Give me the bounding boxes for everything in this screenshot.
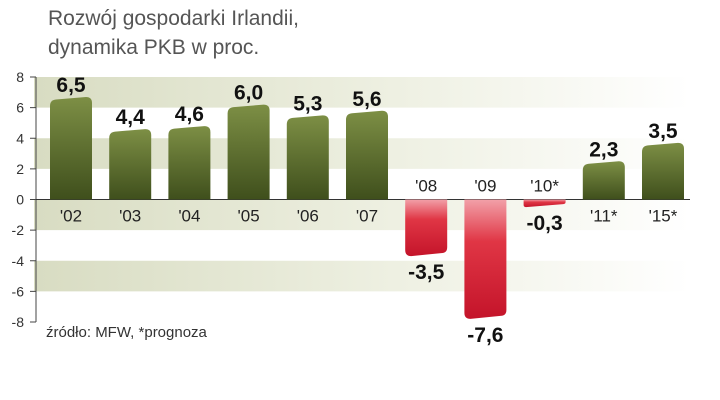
category-label: '06	[297, 207, 319, 226]
category-label: '08	[415, 177, 437, 196]
bar	[523, 199, 566, 208]
bar	[405, 199, 448, 257]
y-tick-label: -4	[12, 253, 25, 269]
y-tick-label: -6	[12, 283, 25, 299]
bar	[346, 110, 388, 200]
value-label: 4,6	[175, 103, 204, 126]
source-note: źródło: MFW, *prognoza	[46, 324, 207, 341]
category-label: '07	[356, 207, 378, 226]
bar	[109, 129, 152, 200]
value-label: -0,3	[527, 212, 563, 235]
value-label: 6,0	[234, 82, 263, 105]
value-label: 6,5	[56, 74, 86, 97]
y-tick-label: -8	[12, 314, 25, 330]
category-label: '10*	[530, 177, 559, 196]
value-label: 5,3	[293, 92, 322, 115]
y-tick-label: 4	[16, 130, 24, 146]
category-label: '11*	[590, 207, 618, 226]
value-label: -3,5	[408, 261, 445, 284]
bar	[464, 199, 507, 319]
background-band	[34, 77, 690, 108]
value-label: 2,3	[589, 138, 618, 161]
bar	[642, 142, 684, 200]
y-tick-label: 6	[16, 100, 24, 116]
value-label: 3,5	[648, 120, 678, 143]
value-label: 4,4	[116, 106, 146, 129]
background-band	[34, 199, 690, 231]
bars	[50, 96, 684, 319]
y-tick-label: -2	[12, 222, 25, 238]
bar	[227, 104, 270, 200]
y-tick-label: 2	[16, 161, 24, 177]
category-label: '05	[238, 207, 260, 226]
background-bands	[34, 77, 690, 292]
bar	[168, 126, 211, 200]
category-label: '03	[119, 207, 141, 226]
category-label: '09	[474, 177, 496, 196]
category-label: '15*	[649, 207, 678, 226]
background-band	[34, 260, 690, 292]
y-tick-label: 0	[16, 192, 24, 208]
chart-title: Rozwój gospodarki Irlandii, dynamika PKB…	[48, 4, 299, 62]
chart-title-line-1: Rozwój gospodarki Irlandii,	[48, 7, 299, 30]
value-label: 5,6	[352, 88, 381, 111]
y-axis: 8 6 4 2 0 -2 -4 -6 -8	[12, 69, 690, 330]
category-label: '04	[178, 207, 200, 226]
bar	[50, 96, 92, 200]
chart-title-line-2: dynamika PKB w proc.	[48, 36, 260, 59]
bar	[582, 161, 625, 200]
bar	[286, 115, 329, 200]
value-label: -7,6	[467, 324, 503, 347]
y-tick-label: 8	[16, 69, 24, 85]
labels: 6,5 '02 4,4 '03 4,6 '04 6,0 '05 5,3 '06 5,6 '07 -3,5…	[56, 74, 678, 347]
category-label: '02	[60, 207, 82, 226]
